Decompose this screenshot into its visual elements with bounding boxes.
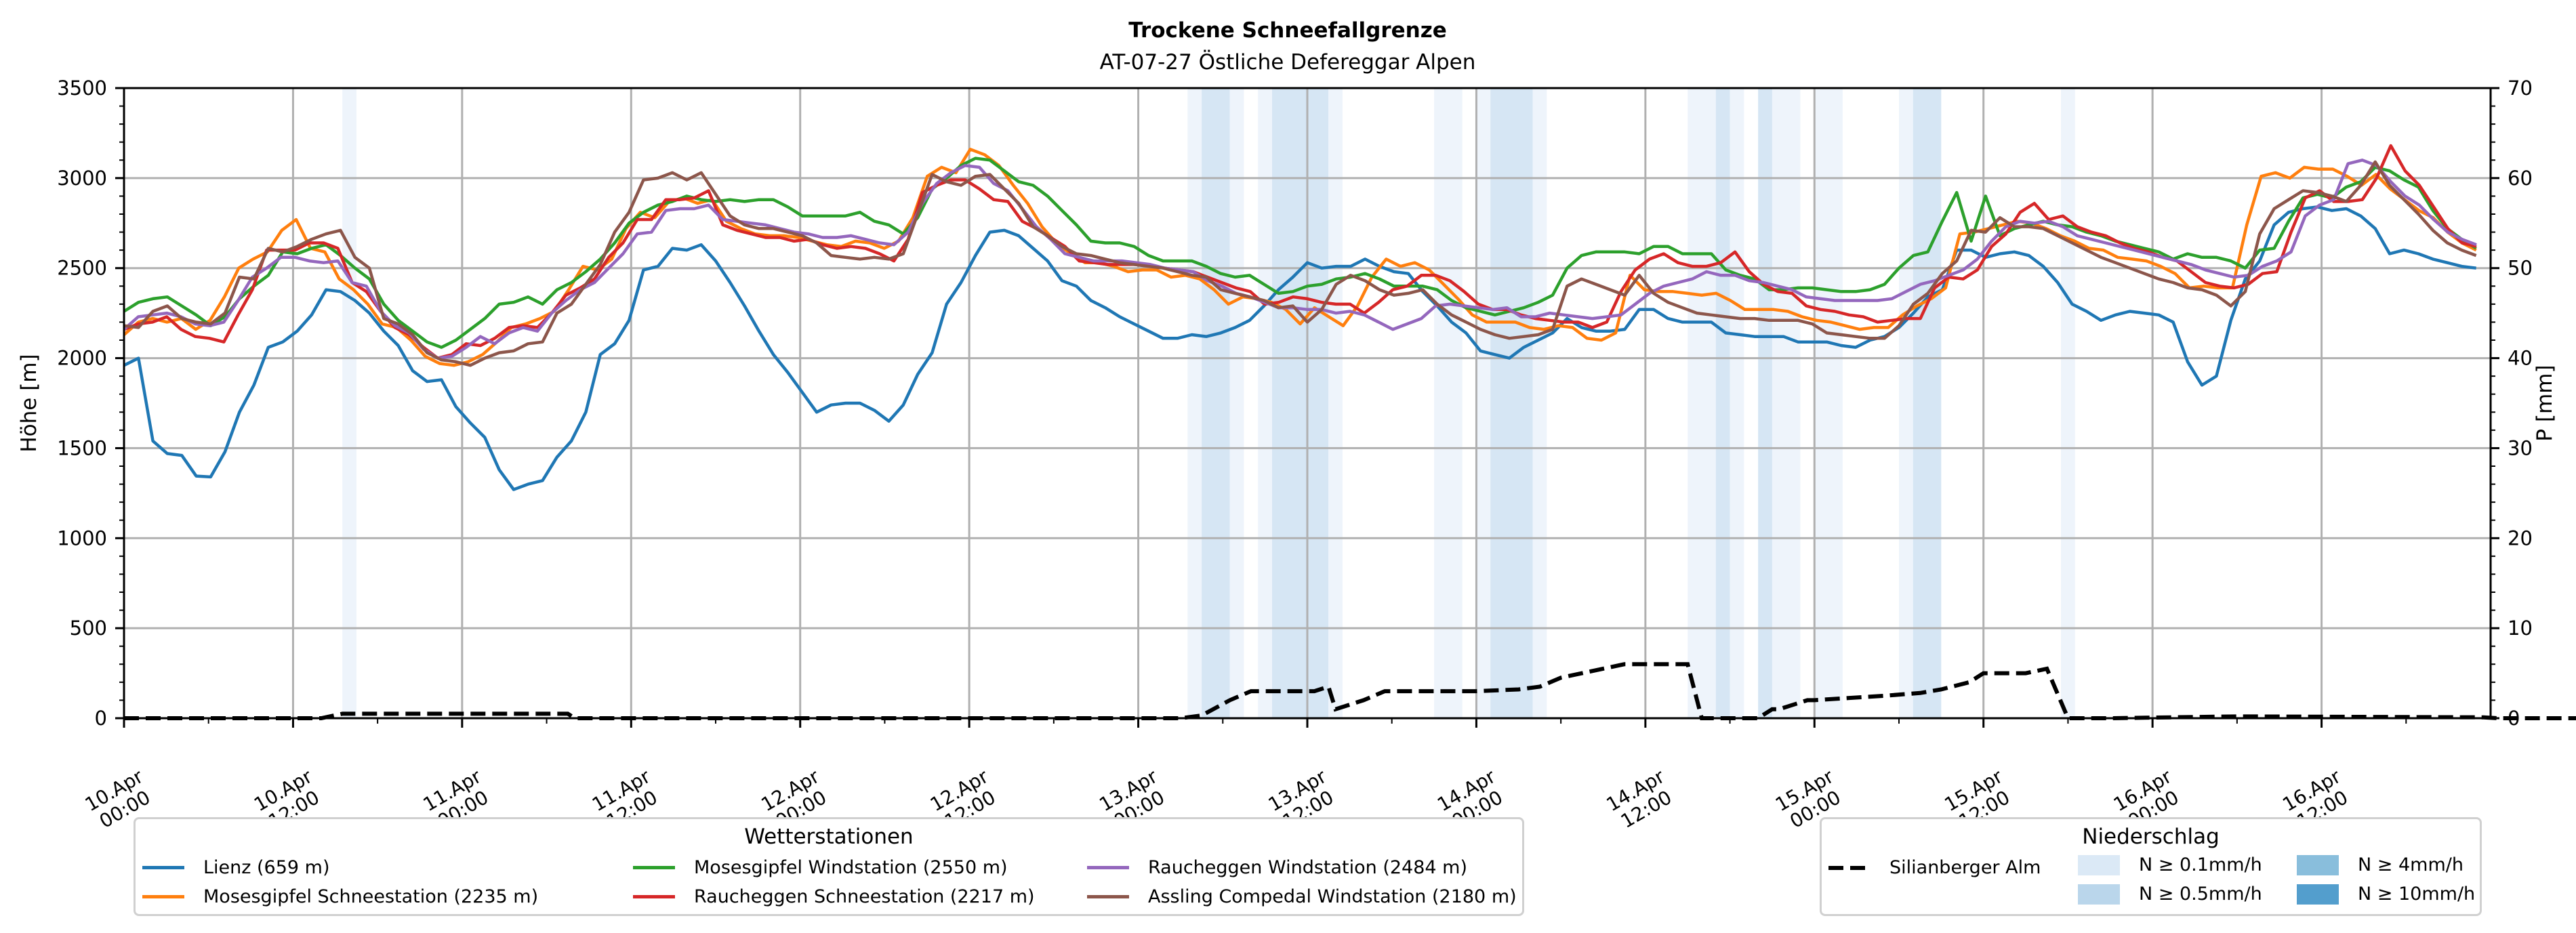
legend-label: Raucheggen Windstation (2484 m) — [1148, 857, 1467, 878]
legend-label: N ≥ 10mm/h — [2358, 884, 2476, 905]
legend-label: Mosesgipfel Schneestation (2235 m) — [203, 886, 539, 907]
series-lines — [123, 144, 2477, 491]
precip-band — [1730, 88, 1744, 718]
legend-item: N ≥ 0.5mm/h — [2078, 884, 2262, 905]
precip-band — [1814, 88, 1843, 718]
precip-band — [1328, 88, 1343, 718]
y-right-tick-label: 70 — [2508, 77, 2533, 100]
legend-stations: Wetterstationen Lienz (659 m) Mosesgipfe… — [134, 817, 1524, 916]
precip-band — [1688, 88, 1702, 718]
series-line — [123, 205, 2476, 491]
legend-label: Assling Compedal Windstation (2180 m) — [1148, 886, 1517, 907]
legend-item: Lienz (659 m) — [142, 857, 330, 878]
legend-swatch — [2078, 854, 2120, 875]
chart-title: Trockene Schneefallgrenze — [1128, 18, 1447, 43]
precip-band — [1899, 88, 1913, 718]
y-tick-label: 500 — [70, 617, 107, 640]
precip-band — [1532, 88, 1547, 718]
series-line — [123, 157, 2477, 349]
precip-band — [1476, 88, 1491, 718]
precip-line-silianberger-alm — [124, 662, 2576, 720]
legend-item: Silianberger Alm — [1828, 857, 2041, 878]
y-axis-right-label: P [mm] — [2533, 365, 2557, 441]
legend-item: Assling Compedal Windstation (2180 m) — [1087, 886, 1517, 907]
legend-label: N ≥ 0.5mm/h — [2139, 884, 2262, 905]
precip-band — [1434, 88, 1463, 718]
legend-precip: Niederschlag Silianberger Alm N ≥ 0.1mm/… — [1820, 817, 2482, 916]
precip-band — [1702, 88, 1716, 718]
legend-swatch — [1087, 895, 1129, 898]
legend-precip-title: Niederschlag — [2082, 825, 2220, 849]
y-right-tick-label: 50 — [2508, 257, 2533, 280]
precip-bands — [342, 88, 2075, 718]
legend-swatch — [2078, 884, 2120, 905]
legend-swatch — [633, 895, 675, 898]
legend-item: Mosesgipfel Windstation (2550 m) — [633, 857, 1008, 878]
legend-swatch — [1087, 866, 1129, 869]
legend-item: N ≥ 10mm/h — [2297, 884, 2475, 905]
y-tick-label: 1500 — [57, 436, 107, 459]
legend-swatch — [633, 866, 675, 869]
precip-band — [1187, 88, 1202, 718]
y-tick-label: 3000 — [57, 167, 107, 190]
precip-band — [1772, 88, 1801, 718]
legend-item: Raucheggen Schneestation (2217 m) — [633, 886, 1035, 907]
legend-label: Mosesgipfel Windstation (2550 m) — [694, 857, 1008, 878]
legend-item: Mosesgipfel Schneestation (2235 m) — [142, 886, 538, 907]
precip-band — [1258, 88, 1273, 718]
y-right-tick-label: 10 — [2508, 617, 2533, 640]
precip-band — [1272, 88, 1329, 718]
legend-swatch — [2297, 854, 2339, 875]
precip-band — [1490, 88, 1533, 718]
series-line — [123, 160, 2477, 367]
legend-swatch — [2297, 884, 2339, 905]
legend-item: N ≥ 4mm/h — [2297, 854, 2463, 875]
legend-label: N ≥ 4mm/h — [2358, 854, 2463, 875]
legend-item: Raucheggen Windstation (2484 m) — [1087, 857, 1467, 878]
y-tick-label: 2500 — [57, 257, 107, 280]
y-right-tick-label: 40 — [2508, 347, 2533, 370]
precip-band — [2061, 88, 2075, 718]
legend-stations-title: Wetterstationen — [744, 825, 914, 849]
y-tick-label: 0 — [95, 707, 107, 730]
series-line — [123, 144, 2477, 360]
series-line — [123, 159, 2477, 360]
precip-band — [1715, 88, 1730, 718]
y-tick-label: 2000 — [57, 347, 107, 370]
y-tick-label: 3500 — [57, 77, 107, 100]
legend-label: Silianberger Alm — [1889, 857, 2041, 878]
y-axis-label: Höhe [m] — [17, 354, 41, 452]
y-tick-label: 1000 — [57, 526, 107, 550]
y-right-tick-label: 30 — [2508, 436, 2533, 459]
legend-item: N ≥ 0.1mm/h — [2078, 854, 2262, 875]
precip-band — [1229, 88, 1244, 718]
precip-band — [1758, 88, 1772, 718]
dashed-line-swatch — [1828, 865, 1870, 870]
grid — [124, 88, 2491, 718]
precip-band — [342, 88, 356, 718]
y-right-tick-label: 60 — [2508, 167, 2533, 190]
legend-label: N ≥ 0.1mm/h — [2139, 854, 2262, 875]
precip-band — [1913, 88, 1942, 718]
legend-label: Raucheggen Schneestation (2217 m) — [694, 886, 1035, 907]
legend-label: Lienz (659 m) — [203, 857, 330, 878]
precip-line — [124, 662, 2576, 720]
legend-swatch — [142, 866, 184, 869]
chart-subtitle: AT-07-27 Östliche Defereggar Alpen — [1100, 49, 1476, 75]
precip-band — [1202, 88, 1230, 718]
y-right-tick-label: 20 — [2508, 526, 2533, 550]
axes: 0 500 1000 1500 2000 2500 3000 3500 0 10 20 30 40 50 6… — [57, 77, 2533, 833]
y-right-tick-label: 0 — [2508, 707, 2520, 730]
legend-swatch — [142, 895, 184, 898]
